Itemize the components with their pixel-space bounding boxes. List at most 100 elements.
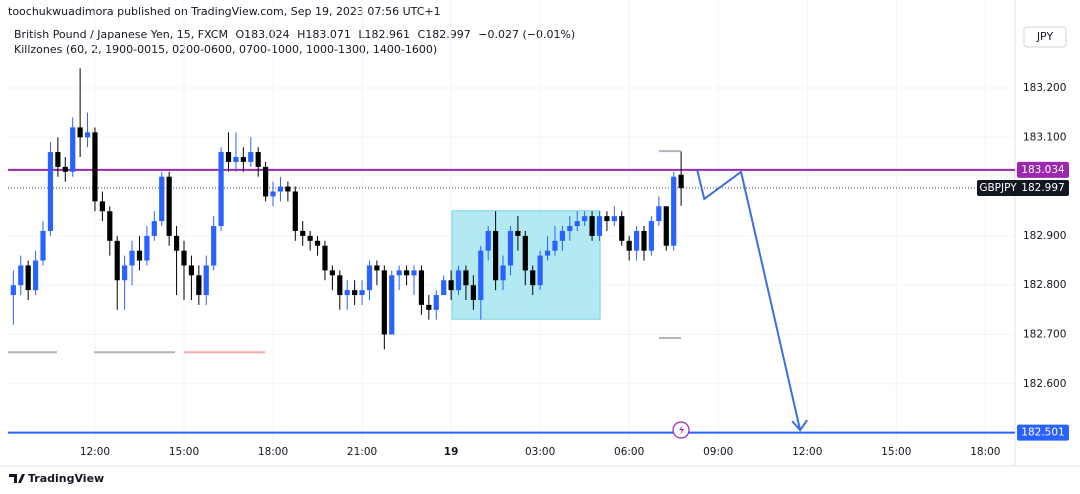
y-tick-label: 182.600: [1023, 378, 1066, 390]
candle-body: [70, 127, 76, 172]
candle-body: [381, 270, 387, 335]
x-tick-label: 12:00: [80, 446, 110, 458]
candle-body: [55, 152, 61, 167]
candle-body: [307, 235, 313, 241]
candle-body: [322, 245, 328, 271]
candle-body: [374, 265, 380, 271]
candle-body: [211, 226, 217, 266]
candle-body: [366, 265, 373, 291]
candle-body: [389, 275, 395, 335]
candle-body: [611, 216, 617, 222]
candle-body: [248, 152, 254, 162]
x-tick-label: 06:00: [614, 446, 644, 458]
candle-body: [144, 235, 150, 261]
candle-body: [604, 216, 610, 222]
candle-body: [507, 230, 514, 266]
candle-body: [92, 132, 98, 202]
price-tag: [1017, 424, 1069, 441]
candle-body: [678, 174, 684, 189]
published-note: toochukwuadimora published on TradingVie…: [8, 5, 441, 18]
symbol-tag: [977, 180, 1019, 197]
candle-body: [574, 221, 580, 227]
candle-body: [77, 127, 83, 138]
price-tag: [1017, 161, 1069, 178]
candle-body: [173, 235, 180, 251]
candle-body: [129, 250, 135, 266]
candle-body: [522, 235, 528, 271]
x-tick-label: 15:00: [881, 446, 911, 458]
x-tick-label: 21:00: [347, 446, 377, 458]
candle-body: [559, 230, 565, 241]
candle-body: [107, 211, 113, 241]
indicator-legend: Killzones (60, 2, 1900-0015, 0200-0600, …: [14, 43, 437, 56]
x-tick-label: 15:00: [169, 446, 199, 458]
ohlc-value: 182.961: [365, 28, 411, 41]
candle-body: [300, 230, 306, 236]
candle-body: [396, 270, 402, 276]
signal-icon[interactable]: [672, 421, 690, 439]
candle-body: [196, 275, 202, 296]
candle-body: [478, 250, 484, 300]
candle-body: [285, 186, 291, 192]
candle-body: [582, 216, 588, 222]
candle-body: [218, 152, 224, 227]
candle-body: [433, 295, 439, 310]
candle-body: [515, 230, 521, 236]
candle-body: [493, 230, 499, 281]
candle-body: [159, 176, 165, 222]
currency-button[interactable]: [1023, 26, 1067, 48]
candle-body: [329, 270, 335, 276]
ohlc-prefix: C: [418, 28, 426, 41]
candle-body: [233, 156, 239, 162]
candle-body: [663, 206, 669, 246]
candle-body: [292, 191, 298, 231]
x-tick-label: 18:00: [258, 446, 288, 458]
x-tick-label: 12:00: [792, 446, 822, 458]
candle-body: [641, 230, 647, 251]
candle-body: [352, 290, 358, 296]
candle-body: [633, 230, 640, 251]
candle-body: [99, 201, 105, 212]
currency-button-label[interactable]: JPY: [1036, 30, 1054, 43]
candle-body: [619, 216, 625, 241]
candle-body: [181, 250, 187, 266]
candle-body: [544, 250, 551, 256]
candle-body: [225, 152, 232, 162]
price-tag-label: 182.501: [1021, 427, 1064, 439]
candle-body: [589, 216, 595, 236]
candle-body: [403, 270, 410, 276]
ohlc-value: 183.024: [244, 28, 290, 41]
candle-body: [151, 221, 157, 236]
candle-body: [626, 240, 632, 251]
candle-body: [441, 280, 447, 296]
candle-body: [314, 240, 321, 246]
price-tag-label: 183.034: [1021, 164, 1065, 176]
candle-body: [122, 265, 128, 281]
candle-body: [203, 265, 209, 296]
x-tick-label: 18:00: [970, 446, 1000, 458]
candle-body: [500, 265, 506, 281]
candle-body: [166, 176, 172, 236]
candle-body: [337, 275, 343, 296]
candle-body: [648, 221, 655, 251]
candle-body: [470, 285, 476, 300]
candle-body: [240, 156, 246, 162]
candle-body: [359, 290, 365, 296]
candle-body: [463, 270, 469, 286]
candle-body: [270, 191, 276, 197]
candle-body: [10, 285, 16, 296]
candle-body: [255, 152, 261, 167]
price-tag-label: 182.997: [1021, 182, 1064, 194]
y-tick-label: 182.900: [1023, 230, 1066, 242]
x-tick-label: 03:00: [525, 446, 555, 458]
arrow-head: [791, 419, 808, 432]
brand-name: TradingView: [28, 472, 104, 485]
projection-path: [696, 169, 802, 431]
x-tick-label: 19: [444, 446, 459, 458]
candle-body: [344, 290, 350, 296]
candle-body: [552, 240, 558, 251]
candle-body: [656, 206, 662, 222]
candle-body: [530, 270, 536, 286]
candle-body: [448, 280, 454, 291]
